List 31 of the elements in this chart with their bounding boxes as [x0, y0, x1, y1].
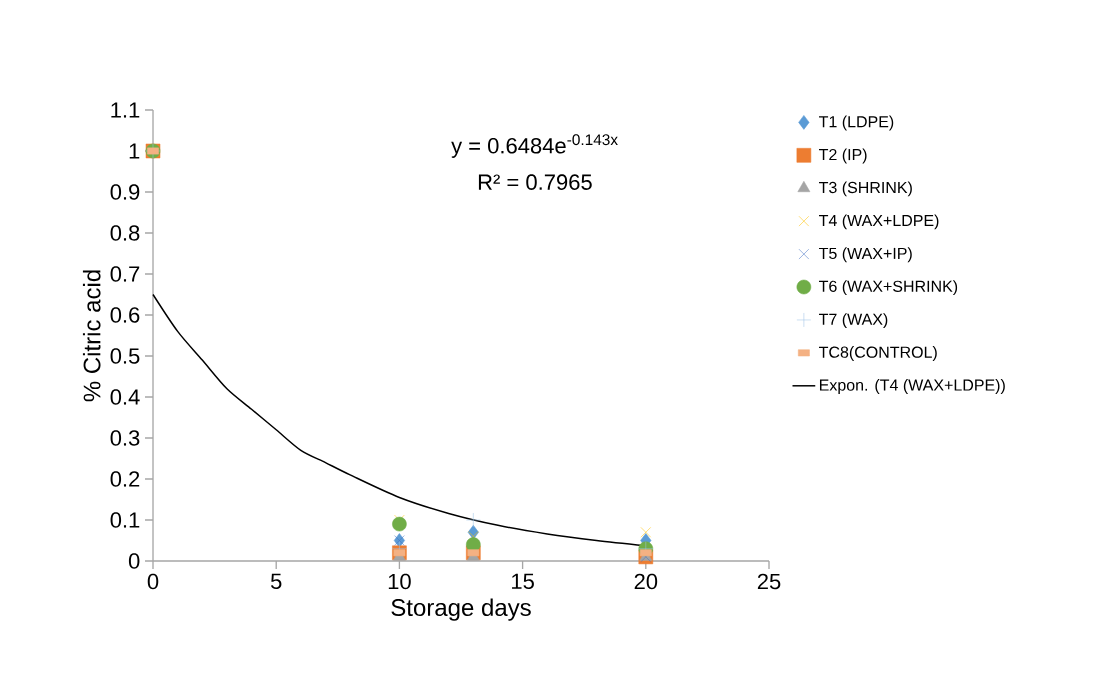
y-axis-title: % Citric acid: [82, 270, 101, 402]
legend-label: Expon. (T4 (WAX+LDPE)): [819, 379, 1005, 394]
x-axis-title: Storage days: [391, 598, 531, 621]
y-tick-label: 0.7: [110, 266, 140, 282]
annotation: y = 0.6484e$^{-0.143x}$: [451, 134, 618, 158]
y-tick-label: 1.1: [111, 102, 140, 118]
legend-label: T7 (WAX): [819, 313, 888, 329]
legend-label: T4 (WAX+LDPE): [819, 214, 939, 230]
x-tick-label: 20: [634, 573, 658, 590]
y-tick-label: 0.3: [110, 430, 140, 446]
y-tick-label: 0.2: [110, 471, 140, 487]
y-tick-label: 0.8: [110, 225, 140, 241]
legend-label: T6 (WAX+SHRINK): [819, 280, 958, 296]
x-tick-label: 5: [270, 573, 282, 590]
y-tick-label: 0.9: [110, 184, 140, 200]
y-tick-label: 0.1: [110, 512, 140, 528]
x-tick-label: 25: [757, 573, 781, 590]
y-tick-label: 0.6: [110, 307, 140, 323]
legend-label: TC8(CONTROL): [819, 346, 937, 361]
x-tick-label: 15: [512, 573, 534, 590]
legend-label: T3 (SHRINK): [819, 181, 912, 197]
annotation: R² = 0.7965: [478, 174, 592, 190]
x-tick-label: 0: [147, 573, 159, 590]
y-tick-label: 1: [129, 143, 140, 159]
legend-label: T2 (IP): [819, 148, 867, 164]
x-tick-label: 10: [388, 573, 411, 590]
legend-label: T5 (WAX+IP): [819, 247, 912, 263]
y-tick-label: 0.5: [110, 348, 140, 364]
legend-label: T1 (LDPE): [819, 115, 894, 131]
y-tick-label: 0.4: [110, 389, 140, 405]
y-tick-label: 0: [128, 553, 140, 569]
